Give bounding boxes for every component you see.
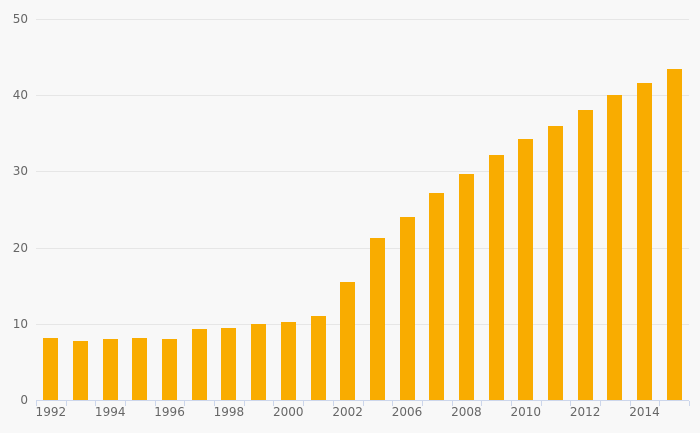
bar-slot xyxy=(481,19,511,400)
bar-slot xyxy=(630,19,660,400)
bar[interactable] xyxy=(310,316,326,400)
bar[interactable] xyxy=(132,338,148,400)
bar-slot xyxy=(95,19,125,400)
y-axis-label: 50 xyxy=(12,12,28,26)
x-axis-label: 1992 xyxy=(35,405,67,419)
x-axis-tick xyxy=(659,401,661,406)
bar-slot xyxy=(274,19,304,400)
gridline xyxy=(36,171,689,173)
bar[interactable] xyxy=(43,338,59,400)
x-axis-tick xyxy=(303,401,305,406)
x-axis-tick xyxy=(540,401,542,406)
bar-slot xyxy=(659,19,689,400)
x-axis-label: 2006 xyxy=(391,405,423,419)
bar-slot xyxy=(36,19,66,400)
bar[interactable] xyxy=(607,95,623,400)
bar-slot xyxy=(422,19,452,400)
bar[interactable] xyxy=(191,329,207,400)
x-axis-tick xyxy=(273,401,275,406)
bar[interactable] xyxy=(162,339,178,400)
x-axis-ticks xyxy=(36,400,690,406)
x-axis-tick xyxy=(36,401,37,406)
x-axis-label: 1996 xyxy=(154,405,185,419)
x-axis-label: 2010 xyxy=(510,405,542,419)
bar[interactable] xyxy=(637,83,653,400)
x-axis-tick xyxy=(95,401,97,406)
bar[interactable] xyxy=(251,323,267,400)
bar-slot xyxy=(570,19,600,400)
y-axis-label: 10 xyxy=(12,316,28,331)
x-axis-tick xyxy=(570,401,572,406)
x-axis-label: 2008 xyxy=(451,405,482,419)
x-axis-tick xyxy=(421,401,423,406)
x-axis-tick xyxy=(214,401,216,406)
bar-slot xyxy=(244,19,274,400)
x-axis-tick xyxy=(184,401,186,406)
bar[interactable] xyxy=(340,281,356,400)
bar-slot xyxy=(155,19,185,400)
x-axis-tick xyxy=(689,401,690,406)
bar[interactable] xyxy=(518,138,534,400)
x-axis-tick xyxy=(154,401,156,406)
bar-slot xyxy=(363,19,393,400)
y-axis-label: 40 xyxy=(12,88,28,103)
bar[interactable] xyxy=(73,340,89,400)
gridlines xyxy=(36,19,689,400)
bar-slot xyxy=(66,19,96,400)
x-axis-tick xyxy=(599,401,601,406)
y-axis: 0 10 20 30 40 50 xyxy=(0,0,28,433)
y-axis-label: 20 xyxy=(12,240,28,255)
bar-slot xyxy=(303,19,333,400)
bar[interactable] xyxy=(548,125,564,400)
x-axis-tick xyxy=(510,401,512,406)
x-axis-label: 2014 xyxy=(629,405,660,419)
bar-slot xyxy=(511,19,541,400)
bar[interactable] xyxy=(399,217,415,400)
bar[interactable] xyxy=(102,339,118,400)
x-axis-labels: 1992 1994 1996 1998 2000 2002 2006 2008 2010 2012… xyxy=(36,400,689,422)
x-axis-tick xyxy=(392,401,394,406)
x-axis-tick xyxy=(481,401,483,406)
x-axis-label: 1994 xyxy=(94,405,126,419)
x-axis-tick xyxy=(65,401,67,406)
x-axis-tick xyxy=(451,401,453,406)
bar[interactable] xyxy=(577,109,593,400)
bar[interactable] xyxy=(369,238,385,400)
plot-area: 1992 1994 1996 1998 2000 2002 2006 2008 2010 2012… xyxy=(36,19,690,419)
y-axis-label: 0 xyxy=(20,393,28,407)
x-axis-label: 1998 xyxy=(213,405,245,419)
bar[interactable] xyxy=(429,192,445,400)
x-axis-line xyxy=(36,400,689,401)
bar-slot xyxy=(125,19,155,400)
y-axis-label: 30 xyxy=(12,164,28,179)
x-axis-tick xyxy=(125,401,127,406)
x-axis-label: 2002 xyxy=(332,405,363,419)
x-axis-tick xyxy=(243,401,245,406)
bar[interactable] xyxy=(458,173,474,400)
gridline xyxy=(36,19,689,20)
bar[interactable] xyxy=(280,322,296,400)
bar-slot xyxy=(541,19,571,400)
bar-slot xyxy=(333,19,363,400)
bar[interactable] xyxy=(221,327,237,400)
x-axis-tick xyxy=(362,401,364,406)
x-axis-label: 2000 xyxy=(273,405,304,419)
gridline xyxy=(36,95,689,97)
bar-slot xyxy=(600,19,630,400)
bar-slot xyxy=(184,19,214,400)
bar[interactable] xyxy=(666,69,682,400)
x-axis-tick xyxy=(332,401,334,406)
bar[interactable] xyxy=(488,154,504,400)
bars xyxy=(36,19,689,400)
bar-slot xyxy=(452,19,482,400)
gridline xyxy=(36,323,689,325)
x-axis-label: 2012 xyxy=(569,405,601,419)
x-axis-tick xyxy=(629,401,631,406)
gridline xyxy=(36,247,689,249)
bar-slot xyxy=(214,19,244,400)
bar-slot xyxy=(392,19,422,400)
